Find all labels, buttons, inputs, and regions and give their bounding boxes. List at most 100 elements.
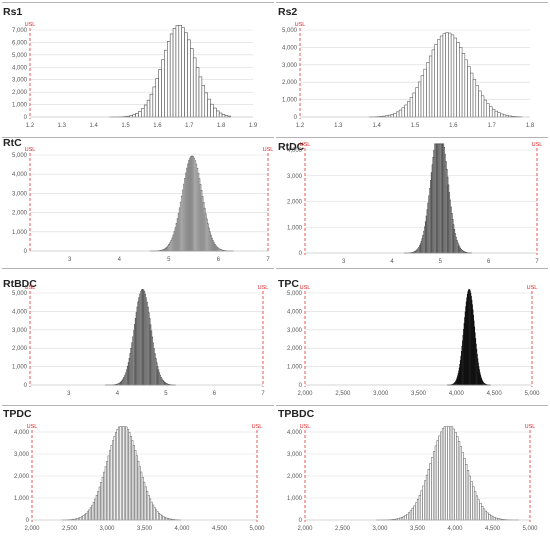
histogram-bar — [412, 92, 416, 118]
panel-tpbdc: TPBDC 0 1,000 2,000 3,000 4,000 2,000 2,500 3,00… — [276, 405, 548, 532]
histogram-bar — [415, 87, 419, 118]
x-tick-label: 7 — [535, 259, 539, 265]
histogram-bar — [464, 59, 468, 118]
histogram-bar — [169, 33, 174, 118]
histogram-bar — [407, 101, 411, 118]
x-tick-label: 1.6 — [153, 123, 162, 129]
histogram-bar — [420, 75, 425, 118]
x-tick-label: 2,500 — [335, 526, 351, 532]
histogram-bar — [164, 49, 168, 118]
x-tick-label: 3,000 — [99, 526, 115, 532]
x-tick-label: 3,500 — [411, 391, 427, 397]
y-tick-label: 4,000 — [287, 148, 303, 154]
y-tick-label: 0 — [294, 115, 298, 121]
histogram-bar — [497, 112, 501, 118]
x-tick-label: 2,000 — [297, 526, 313, 532]
panel-title: Rs2 — [278, 6, 297, 18]
panel-title: RtDC — [278, 141, 305, 153]
histogram-bar — [149, 93, 154, 118]
y-tick-label: 5,000 — [287, 291, 303, 297]
x-tick-label: 1.5 — [121, 123, 130, 129]
y-tick-label: 7,000 — [12, 28, 28, 34]
histogram-bar — [178, 24, 182, 118]
y-tick-label: 3,000 — [12, 78, 28, 84]
y-tick-label: 2,000 — [14, 474, 30, 480]
histogram-bar — [453, 37, 457, 118]
y-tick-label: 1,000 — [12, 103, 28, 109]
histogram-bar — [472, 79, 477, 118]
histogram-bar — [207, 98, 211, 118]
histogram-bar — [393, 112, 397, 118]
histogram-bar — [398, 109, 403, 118]
y-tick-label: 1,000 — [287, 496, 303, 502]
y-tick-label: 2,000 — [12, 90, 28, 96]
y-tick-label: 0 — [299, 251, 303, 257]
x-tick-label: 1.4 — [372, 123, 381, 129]
x-tick-label: 4 — [390, 259, 394, 265]
histogram-bar — [175, 25, 180, 118]
y-tick-label: 3,000 — [12, 191, 28, 197]
x-tick-label: 2,500 — [335, 391, 351, 397]
usl-label: USL — [300, 424, 311, 430]
histogram-bar — [431, 49, 435, 118]
histogram-bar — [448, 32, 452, 118]
y-tick-label: 4,000 — [287, 309, 303, 315]
histogram-bar — [467, 66, 471, 118]
x-tick-label: 3,000 — [373, 391, 389, 397]
y-tick-label: 1,000 — [14, 496, 30, 502]
histogram-bar — [210, 103, 214, 118]
y-tick-label: 3,000 — [287, 452, 303, 458]
x-tick-label: 7 — [261, 391, 265, 397]
usl-label: USL — [263, 147, 274, 153]
histogram-bar — [491, 108, 496, 118]
histogram-bar — [475, 85, 479, 118]
histogram-bar — [461, 53, 466, 118]
histogram-bar — [204, 92, 208, 118]
x-tick-label: 6 — [487, 259, 491, 265]
panel-rtbdc: RtBDC 0 1,000 2,000 3,000 4,000 5,000 3 4 5 6 7 USL U… — [2, 268, 274, 397]
panel-rtdc: RtDC 0 1,000 2,000 3,000 4,000 3 4 5 6 7 USL USL — [276, 137, 548, 265]
y-tick-label: 6,000 — [12, 40, 28, 46]
x-tick-label: 5,000 — [522, 526, 538, 532]
y-tick-label: 4,000 — [282, 45, 298, 51]
usl-label: USL — [25, 22, 36, 28]
histogram-bar — [187, 39, 191, 118]
y-tick-label: 2,000 — [12, 211, 28, 217]
histogram-bar — [404, 104, 408, 118]
x-tick-label: 1.3 — [334, 123, 343, 129]
histogram-bar — [190, 48, 194, 118]
x-tick-label: 1.8 — [526, 123, 535, 129]
y-tick-label: 4,000 — [12, 65, 28, 71]
x-tick-label: 5 — [167, 257, 171, 263]
y-tick-label: 3,000 — [14, 452, 30, 458]
y-tick-label: 1,000 — [287, 365, 303, 371]
histogram-bar — [437, 39, 441, 118]
histogram-bar — [158, 69, 162, 118]
x-tick-label: 3,500 — [137, 526, 153, 532]
panel-title: RtBDC — [3, 278, 37, 290]
histogram-bar — [201, 85, 206, 118]
histogram-bar — [502, 114, 507, 118]
y-tick-label: 1,000 — [12, 230, 28, 236]
y-tick-label: 0 — [24, 249, 28, 255]
histogram-bar — [152, 86, 157, 118]
usl-label: USL — [525, 424, 536, 430]
histogram-bar — [155, 78, 159, 118]
histogram-bar — [500, 113, 504, 118]
histogram-bar — [146, 99, 151, 118]
x-tick-label: 4,000 — [174, 526, 190, 532]
histogram-bar — [450, 34, 455, 118]
usl-label: USL — [300, 285, 311, 291]
x-tick-label: 2,000 — [297, 391, 313, 397]
panel-title: TPDC — [3, 408, 32, 420]
histogram-bar — [483, 99, 488, 118]
histogram-bar — [428, 55, 433, 118]
x-tick-label: 1.7 — [487, 123, 496, 129]
x-tick-label: 6 — [213, 391, 217, 397]
y-tick-label: 3,000 — [287, 328, 303, 334]
x-tick-label: 4,500 — [485, 526, 501, 532]
x-tick-label: 1.6 — [449, 123, 458, 129]
histogram-bar — [135, 113, 139, 118]
y-tick-label: 0 — [26, 518, 30, 524]
